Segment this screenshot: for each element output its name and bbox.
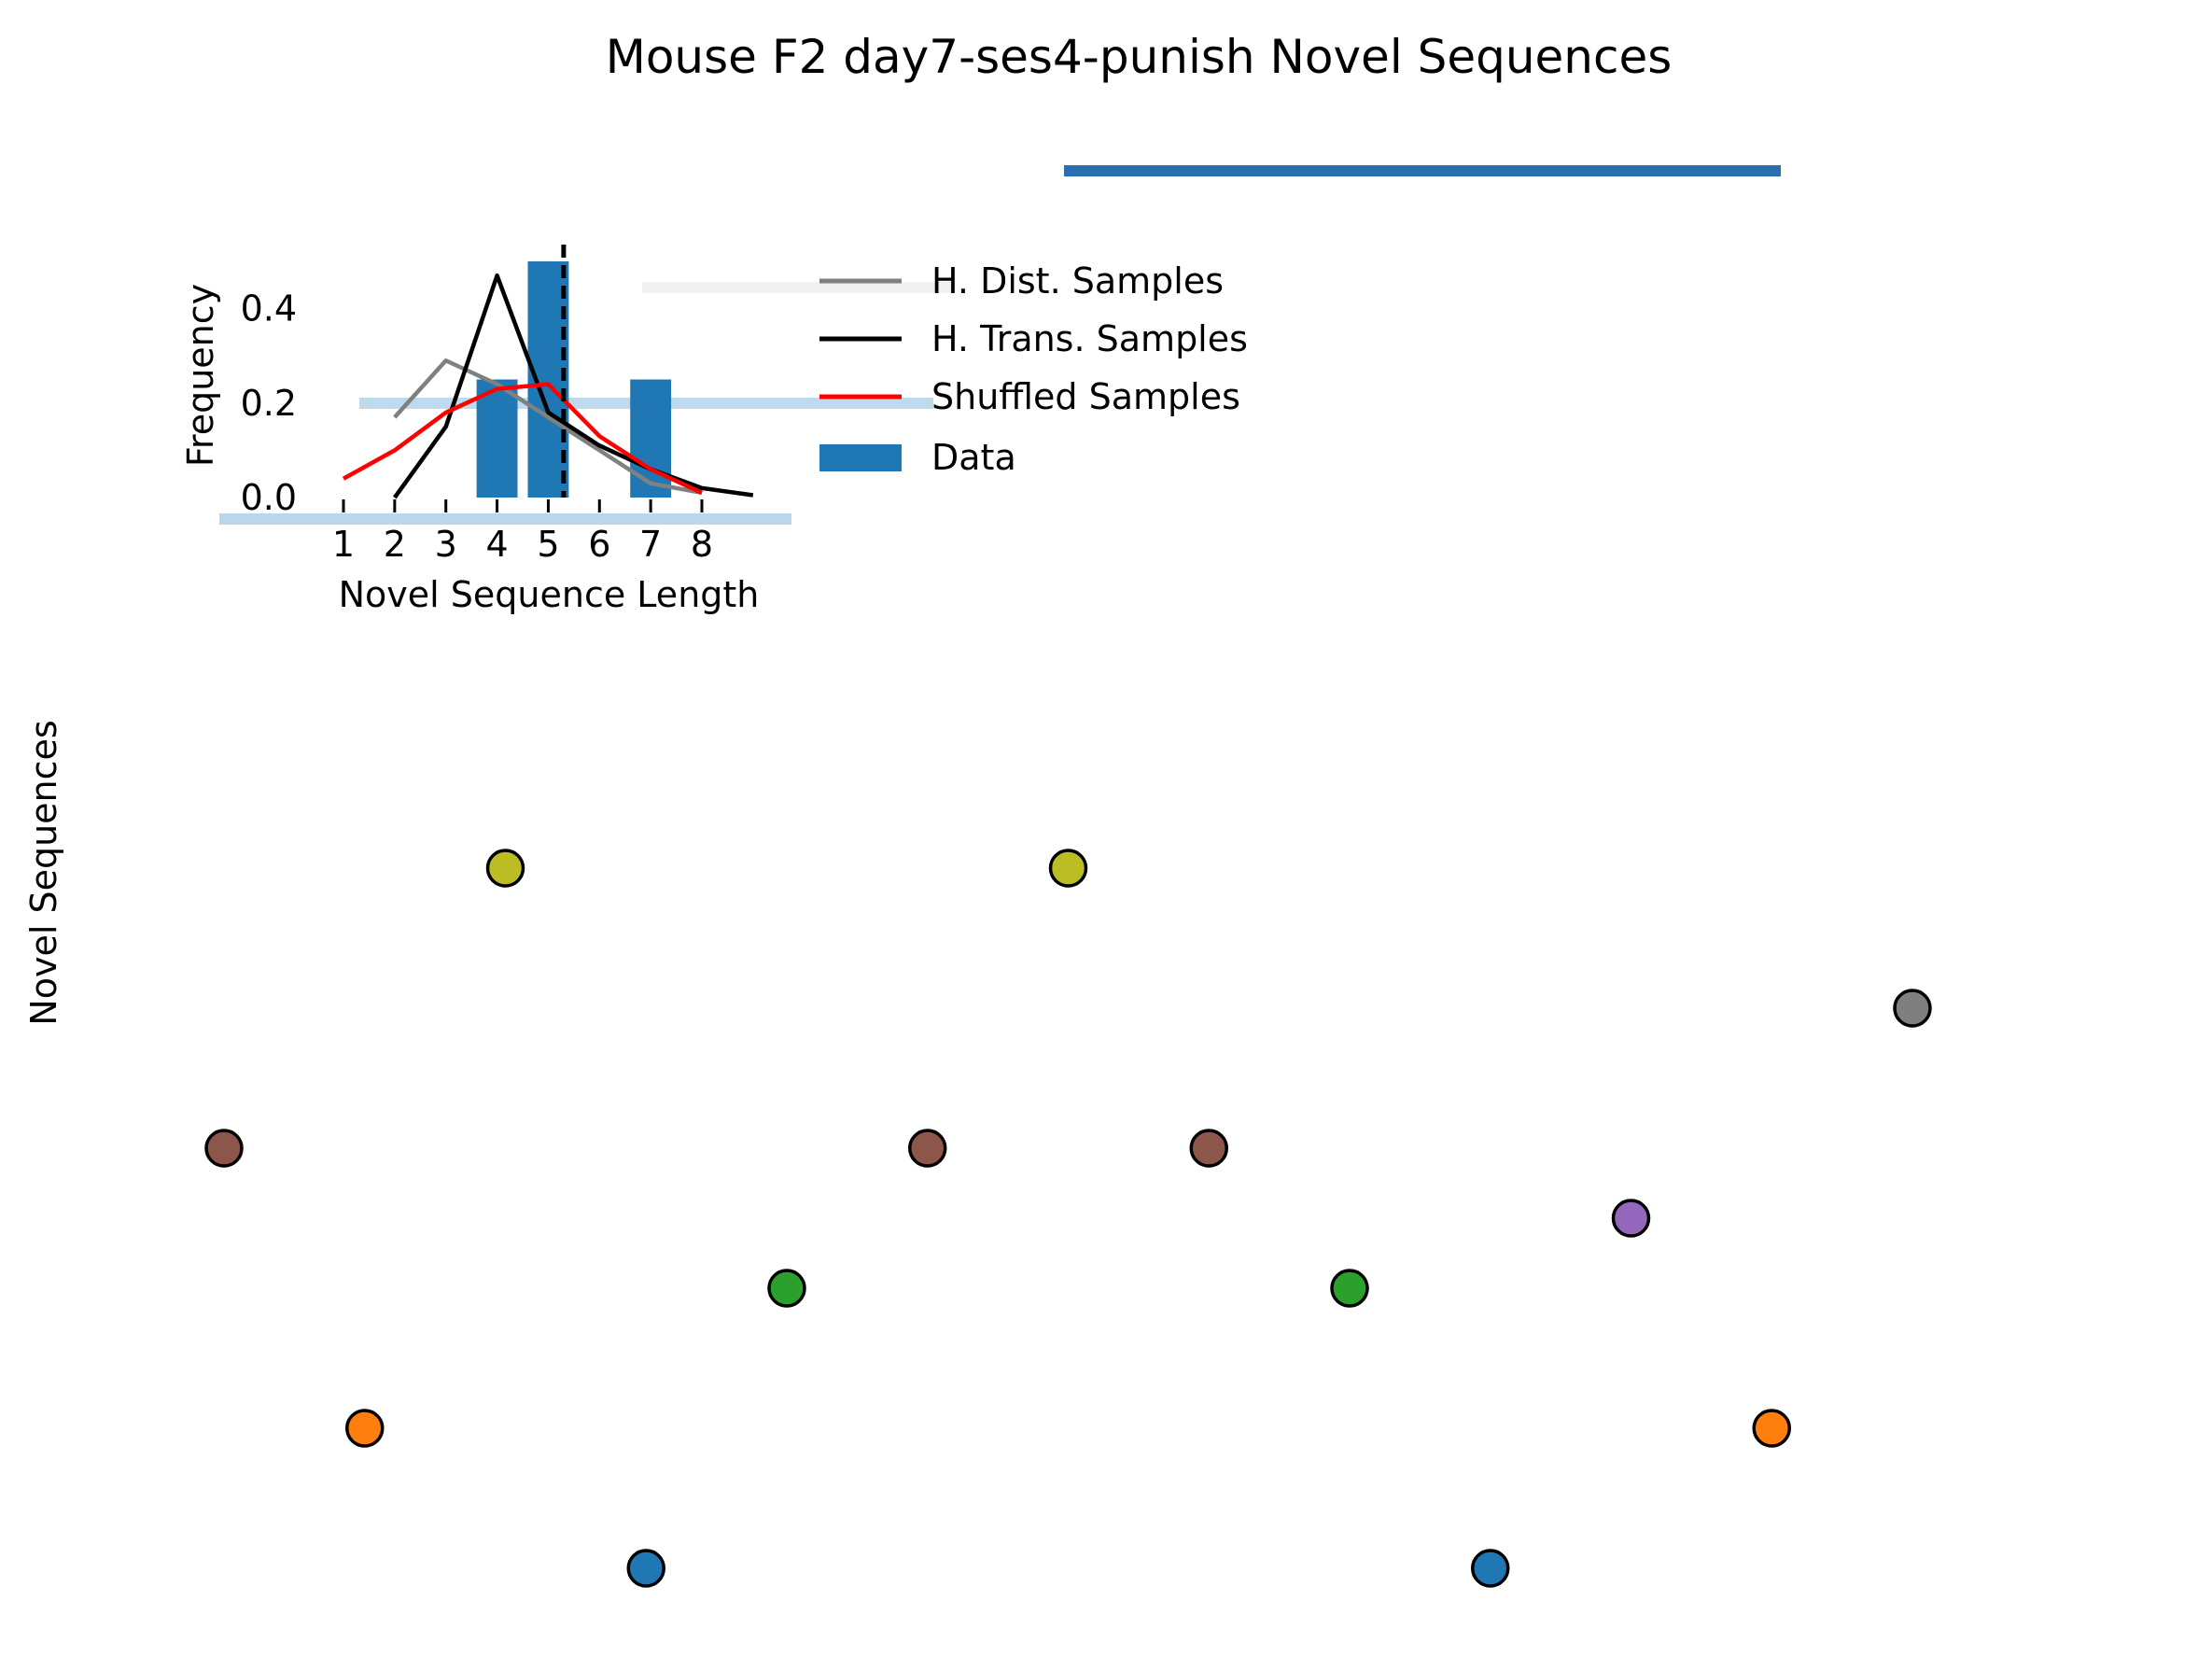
scatter-point-11 <box>1752 1409 1791 1448</box>
scatter-point-5 <box>908 1129 947 1168</box>
inset-bar-7 <box>630 379 672 498</box>
legend-label-h-dist: H. Dist. Samples <box>931 260 1224 302</box>
inset-series-line-0 <box>393 358 703 496</box>
inset-y-tick-label-1: 0.2 <box>241 383 297 424</box>
inset-ticks: 1 2 3 4 5 6 7 8 0.0 0.2 0.4 <box>241 288 714 565</box>
chart-title: Mouse F2 day7-ses4-punish Novel Sequence… <box>606 30 1673 84</box>
inset-x-tick-label-1: 1 <box>332 524 355 565</box>
inset-x-tick-label-4: 4 <box>485 524 508 565</box>
legend-label-data: Data <box>931 437 1016 478</box>
scatter-point-4 <box>767 1269 806 1308</box>
inset-x-tick-label-3: 3 <box>435 524 457 565</box>
scatter-point-2 <box>485 849 525 888</box>
scatter-point-8 <box>1330 1269 1369 1308</box>
scatter-point-1 <box>345 1409 385 1448</box>
scatter-point-12 <box>1893 989 1932 1028</box>
scatter-points <box>204 849 1932 1588</box>
inset-x-tick-label-8: 8 <box>691 524 713 565</box>
scatter-point-9 <box>1471 1549 1510 1588</box>
inset-x-tick-label-6: 6 <box>588 524 610 565</box>
inset-histogram: 1 2 3 4 5 6 7 80.00.20.4 Novel Sequence Length … <box>180 245 1248 615</box>
inset-y-label: Frequency <box>180 284 221 467</box>
legend-label-h-trans: H. Trans. Samples <box>931 318 1248 359</box>
inset-x-tick-label-5: 5 <box>537 524 559 565</box>
scatter-y-label: Novel Sequences <box>23 720 64 1025</box>
scatter-point-10 <box>1611 1199 1651 1238</box>
scatter-point-3 <box>626 1549 665 1588</box>
inset-x-label: Novel Sequence Length <box>339 574 760 615</box>
legend-swatch-data <box>819 444 902 471</box>
inset-series-line-2 <box>342 382 703 495</box>
scatter-point-7 <box>1189 1129 1228 1168</box>
inset-x-tick-label-2: 2 <box>384 524 406 565</box>
legend: H. Dist. Samples H. Trans. Samples Shuff… <box>819 260 1248 478</box>
scatter-point-0 <box>204 1129 244 1168</box>
inset-lines <box>342 245 754 499</box>
scatter-point-6 <box>1048 849 1088 888</box>
inset-y-tick-label-2: 0.4 <box>241 288 297 330</box>
legend-label-shuffled: Shuffled Samples <box>931 376 1240 417</box>
inset-x-tick-label-7: 7 <box>639 524 662 565</box>
inset-bar-4 <box>476 379 518 498</box>
inset-y-tick-label-0: 0.0 <box>241 477 297 518</box>
inset-series-line-1 <box>393 273 754 499</box>
